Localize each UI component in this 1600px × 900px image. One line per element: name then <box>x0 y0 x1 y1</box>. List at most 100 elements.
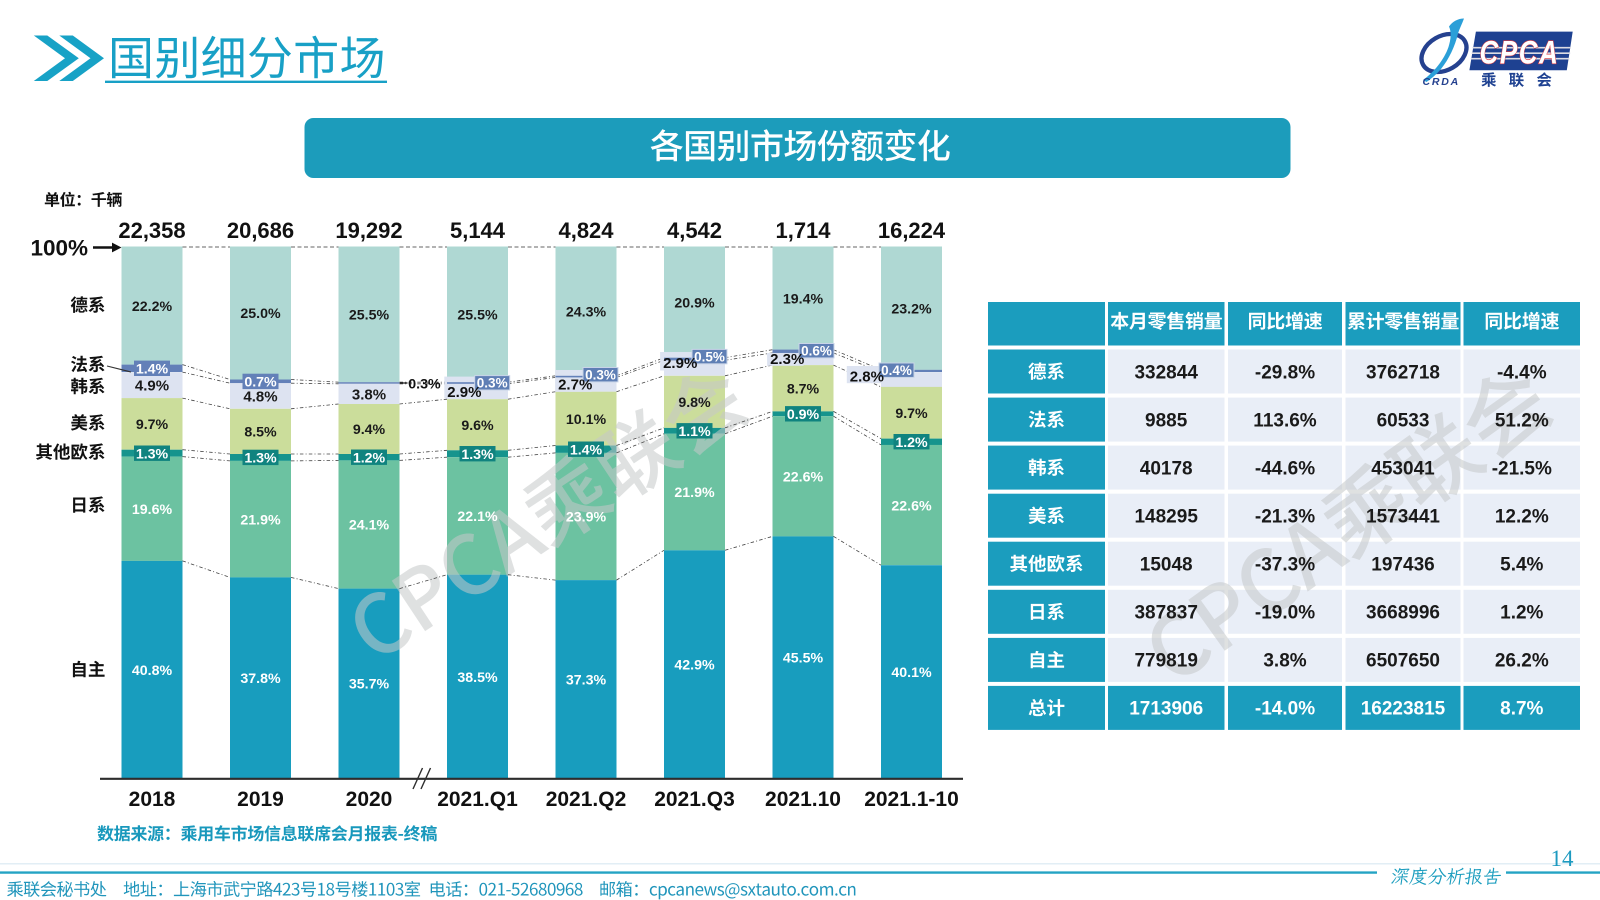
svg-text:22.6%: 22.6% <box>891 498 932 514</box>
svg-text:3762718: 3762718 <box>1366 362 1440 383</box>
svg-text:8.5%: 8.5% <box>244 425 277 441</box>
svg-text:37.3%: 37.3% <box>566 673 607 689</box>
svg-text:3.8%: 3.8% <box>1263 651 1306 672</box>
svg-text:2.9%: 2.9% <box>447 384 481 401</box>
svg-text:387837: 387837 <box>1134 603 1197 624</box>
svg-text:19.4%: 19.4% <box>783 291 824 307</box>
svg-text:42.9%: 42.9% <box>674 658 715 674</box>
svg-text:2.8%: 2.8% <box>850 368 884 385</box>
svg-text:20.9%: 20.9% <box>674 295 715 311</box>
svg-text:332844: 332844 <box>1134 362 1198 383</box>
svg-text:22.1%: 22.1% <box>457 509 498 525</box>
svg-text:1573441: 1573441 <box>1366 507 1440 528</box>
svg-text:23.2%: 23.2% <box>891 301 932 317</box>
svg-text:1.4%: 1.4% <box>570 442 603 458</box>
svg-text:9.6%: 9.6% <box>461 418 494 434</box>
svg-text:23.9%: 23.9% <box>566 510 607 526</box>
svg-text:-19.0%: -19.0% <box>1255 603 1315 624</box>
svg-text:19,292: 19,292 <box>335 218 402 243</box>
svg-text:-14.0%: -14.0% <box>1255 699 1315 720</box>
svg-text:21.9%: 21.9% <box>240 512 281 528</box>
svg-text:2019: 2019 <box>237 788 284 811</box>
svg-text:45.5%: 45.5% <box>783 651 824 667</box>
svg-text:2021.Q2: 2021.Q2 <box>546 788 627 811</box>
svg-text:40178: 40178 <box>1140 458 1193 479</box>
svg-text:2.7%: 2.7% <box>558 376 592 393</box>
svg-text:25.0%: 25.0% <box>240 306 281 322</box>
svg-text:1.2%: 1.2% <box>353 450 386 466</box>
svg-text:40.8%: 40.8% <box>132 663 173 679</box>
svg-text:26.2%: 26.2% <box>1495 651 1549 672</box>
svg-text:25.5%: 25.5% <box>349 308 390 324</box>
svg-text:9.4%: 9.4% <box>353 422 386 438</box>
svg-text:5,144: 5,144 <box>450 218 506 243</box>
svg-text:5.4%: 5.4% <box>1500 555 1543 576</box>
svg-text:2021.10: 2021.10 <box>765 788 841 811</box>
svg-text:0.3%: 0.3% <box>477 376 508 391</box>
svg-text:113.6%: 113.6% <box>1253 410 1316 431</box>
svg-text:4.9%: 4.9% <box>135 378 169 395</box>
svg-text:1.3%: 1.3% <box>136 446 169 462</box>
svg-text:0.3%: 0.3% <box>408 376 441 392</box>
svg-text:-37.3%: -37.3% <box>1255 555 1315 576</box>
svg-text:1,714: 1,714 <box>775 218 831 243</box>
svg-text:1.1%: 1.1% <box>678 424 711 440</box>
svg-text:3.8%: 3.8% <box>352 386 386 403</box>
svg-text:1713906: 1713906 <box>1129 699 1203 720</box>
svg-text:2.9%: 2.9% <box>663 355 697 372</box>
svg-text:21.9%: 21.9% <box>674 485 715 501</box>
svg-text:22.2%: 22.2% <box>132 299 173 315</box>
svg-text:24.1%: 24.1% <box>349 518 390 534</box>
svg-text:40.1%: 40.1% <box>891 665 932 681</box>
svg-text:19.6%: 19.6% <box>132 502 173 518</box>
svg-text:2021.Q1: 2021.Q1 <box>437 788 518 811</box>
svg-text:779819: 779819 <box>1134 651 1197 672</box>
svg-text:0.4%: 0.4% <box>881 363 912 378</box>
svg-text:1.3%: 1.3% <box>461 447 494 463</box>
svg-text:10.1%: 10.1% <box>566 412 607 428</box>
svg-text:0.7%: 0.7% <box>244 375 277 391</box>
svg-text:25.5%: 25.5% <box>457 308 498 324</box>
svg-text:4,542: 4,542 <box>667 218 722 243</box>
svg-text:2018: 2018 <box>129 788 176 811</box>
svg-text:14: 14 <box>1551 846 1575 871</box>
svg-text:22,358: 22,358 <box>118 218 185 243</box>
svg-text:0.9%: 0.9% <box>787 407 820 423</box>
svg-text:51.2%: 51.2% <box>1495 410 1549 431</box>
svg-text:9.8%: 9.8% <box>678 395 711 411</box>
svg-text:16,224: 16,224 <box>878 218 946 243</box>
svg-text:4.8%: 4.8% <box>243 388 277 405</box>
svg-text:2020: 2020 <box>346 788 393 811</box>
svg-text:2021.1-10: 2021.1-10 <box>864 788 959 811</box>
svg-text:1.3%: 1.3% <box>244 451 277 467</box>
svg-text:-4.4%: -4.4% <box>1497 362 1547 383</box>
svg-text:16223815: 16223815 <box>1361 699 1446 720</box>
svg-text:-21.3%: -21.3% <box>1255 507 1315 528</box>
svg-text:1.2%: 1.2% <box>895 435 928 451</box>
svg-text:22.6%: 22.6% <box>783 470 824 486</box>
svg-text:0.3%: 0.3% <box>585 368 616 383</box>
svg-text:6507650: 6507650 <box>1366 651 1440 672</box>
svg-text:4,824: 4,824 <box>558 218 614 243</box>
svg-text:1.4%: 1.4% <box>136 362 169 378</box>
svg-text:0.5%: 0.5% <box>694 349 725 364</box>
svg-text:24.3%: 24.3% <box>566 304 607 320</box>
svg-text:-29.8%: -29.8% <box>1255 362 1315 383</box>
svg-text:2.3%: 2.3% <box>770 351 804 368</box>
svg-text:38.5%: 38.5% <box>457 670 498 686</box>
svg-text:9885: 9885 <box>1145 410 1188 431</box>
svg-text:148295: 148295 <box>1134 507 1198 528</box>
svg-text:-44.6%: -44.6% <box>1255 458 1315 479</box>
svg-text:8.7%: 8.7% <box>1500 699 1543 720</box>
svg-text:3668996: 3668996 <box>1366 603 1440 624</box>
svg-text:9.7%: 9.7% <box>895 406 928 422</box>
svg-text:12.2%: 12.2% <box>1495 507 1549 528</box>
svg-text:100%: 100% <box>30 236 88 261</box>
svg-text:0.6%: 0.6% <box>801 344 832 359</box>
svg-text:9.7%: 9.7% <box>136 417 169 433</box>
svg-text:CPCA: CPCA <box>1479 35 1559 71</box>
svg-text:8.7%: 8.7% <box>787 382 820 398</box>
svg-text:20,686: 20,686 <box>227 218 294 243</box>
svg-text:197436: 197436 <box>1371 555 1434 576</box>
svg-text:2021.Q3: 2021.Q3 <box>654 788 735 811</box>
